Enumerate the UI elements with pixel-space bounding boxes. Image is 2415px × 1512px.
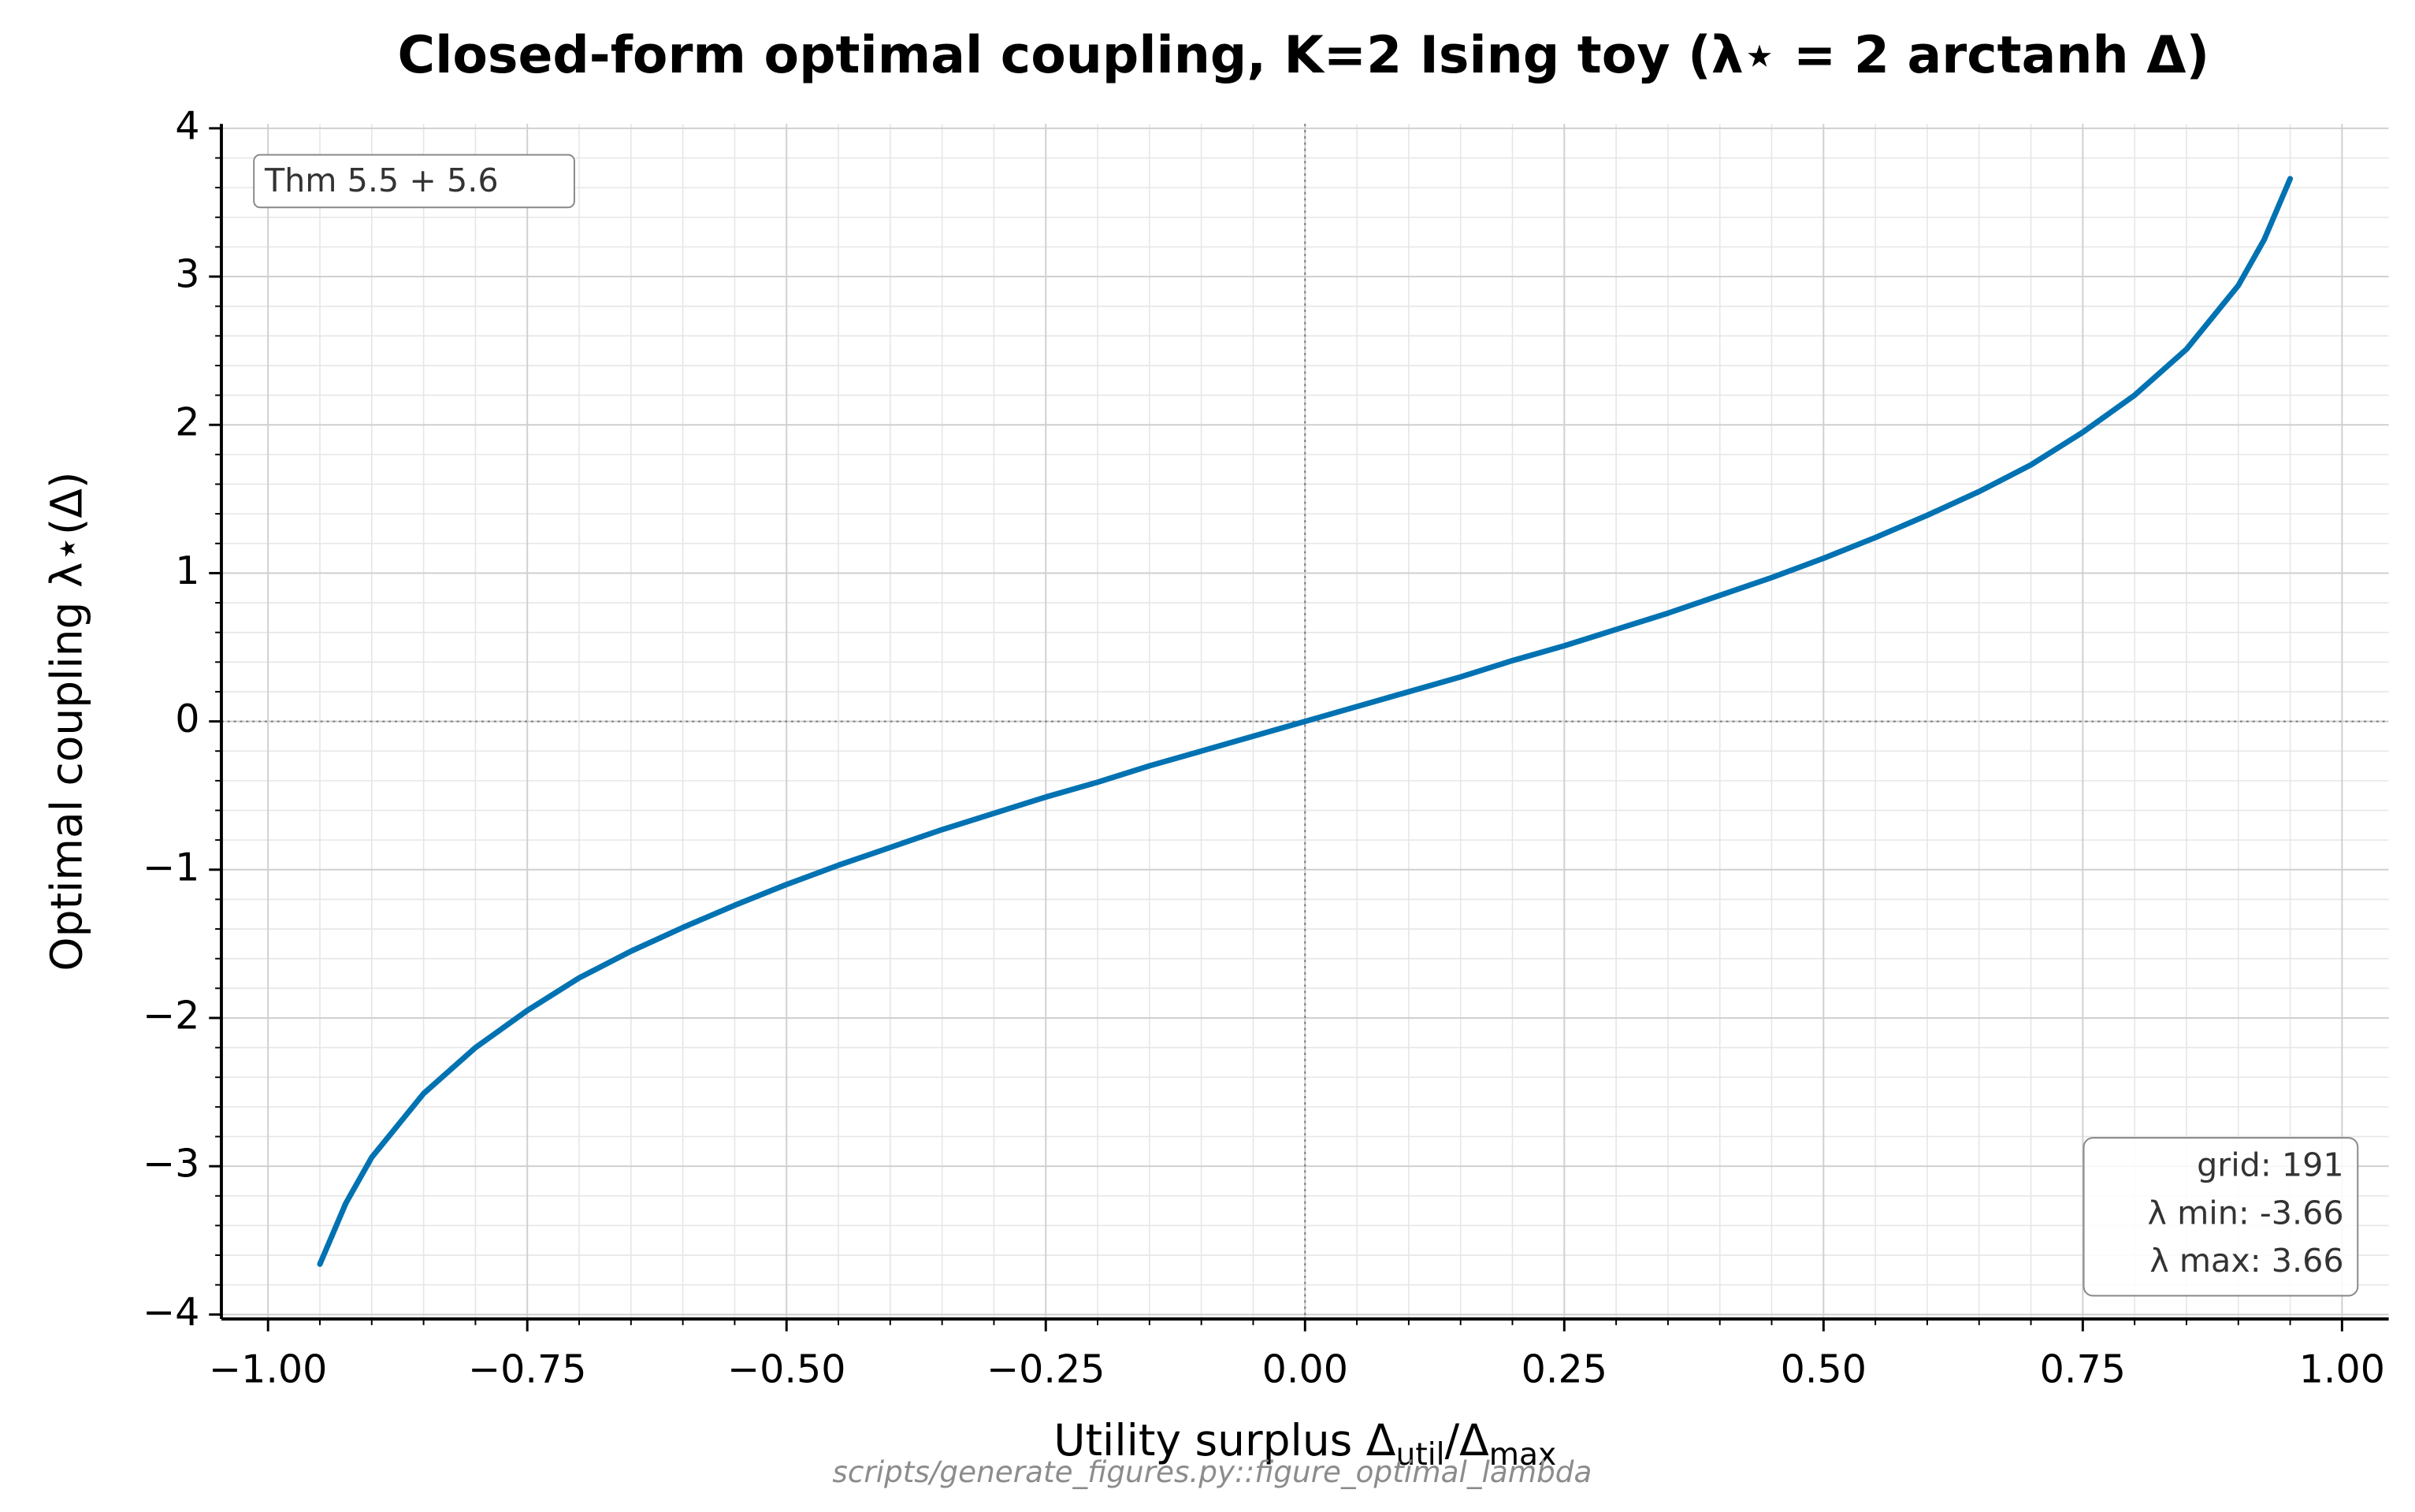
y-tick-label: 2 <box>175 399 199 445</box>
x-tick-label: 0.75 <box>2040 1346 2126 1391</box>
stats-box <box>2082 1137 2359 1297</box>
stats-line: grid: 191 <box>2197 1146 2344 1183</box>
y-tick-label: −3 <box>143 1141 199 1187</box>
x-tick-label: −1.00 <box>209 1346 328 1391</box>
y-tick-label: −1 <box>143 844 199 890</box>
x-tick-label: −0.25 <box>986 1346 1105 1391</box>
source-note: scripts/generate_figures.py::figure_opti… <box>832 1454 1592 1489</box>
x-tick-label: 0.50 <box>1781 1346 1867 1391</box>
y-tick-label: 3 <box>175 251 199 297</box>
x-tick-label: 0.00 <box>1262 1346 1348 1391</box>
y-tick-label: 1 <box>175 548 199 593</box>
x-axis-label-part: util <box>1395 1437 1444 1473</box>
x-tick-label: −0.50 <box>727 1346 846 1391</box>
y-tick-label: 0 <box>175 696 199 741</box>
y-tick-label: −4 <box>143 1289 199 1335</box>
stats-line: λ min: -3.66 <box>2148 1194 2344 1232</box>
x-axis-label-part: max <box>1489 1437 1557 1473</box>
note: Thm 5.5 + 5.6 <box>264 162 499 199</box>
x-tick-label: 0.25 <box>1521 1346 1607 1391</box>
x-axis-label-part: Utility surplus Δ <box>1053 1415 1396 1466</box>
stats-line: λ max: 3.66 <box>2149 1242 2343 1280</box>
x-tick-label: −0.75 <box>468 1346 586 1391</box>
y-axis-label: Optimal coupling λ⋆(Δ) <box>42 472 92 971</box>
y-tick-label: −2 <box>143 992 199 1038</box>
data-line <box>317 176 2294 1267</box>
x-tick-label: 1.00 <box>2299 1346 2385 1391</box>
y-tick-label: 4 <box>175 102 199 148</box>
x-axis-label: Utility surplus Δutil/Δmax <box>1053 1415 1556 1473</box>
chart-title: Closed-form optimal coupling, K=2 Ising … <box>398 26 2210 85</box>
x-axis-label-part: /Δ <box>1445 1415 1490 1466</box>
note-box <box>253 154 575 209</box>
